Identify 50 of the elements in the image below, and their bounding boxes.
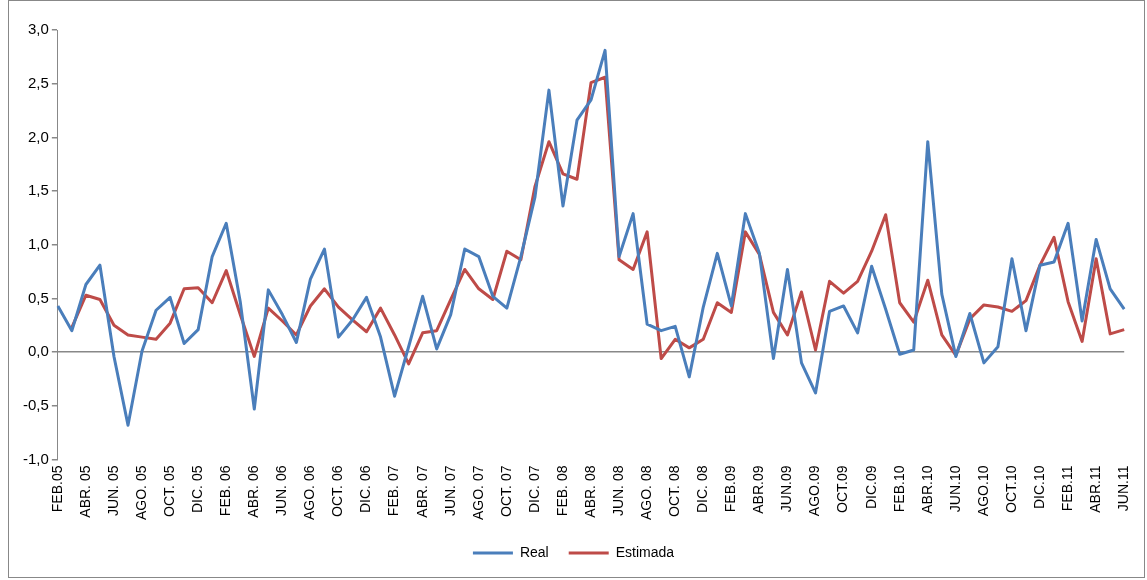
x-tick-label: ABR. 07 bbox=[413, 465, 430, 518]
x-tick-label: DIC.10 bbox=[1030, 465, 1047, 510]
y-tick-label: 0,0 bbox=[27, 342, 49, 360]
legend-label: Estimada bbox=[615, 543, 675, 560]
y-tick-label: 2,5 bbox=[27, 73, 49, 91]
x-tick-label: DIC. 05 bbox=[189, 465, 206, 513]
x-tick-label: FEB. 07 bbox=[385, 465, 402, 517]
x-tick-label: JUN. 07 bbox=[441, 465, 458, 517]
x-tick-label: OCT.09 bbox=[834, 465, 851, 513]
x-tick-label: ABR.11 bbox=[1087, 465, 1103, 513]
y-tick-label: -1,0 bbox=[22, 449, 49, 467]
x-tick-label: OCT. 08 bbox=[666, 465, 683, 517]
x-tick-label: FEB. 08 bbox=[553, 465, 570, 517]
x-tick-label: DIC. 07 bbox=[525, 465, 542, 513]
x-tick-label: ABR.09 bbox=[750, 465, 767, 514]
y-tick-label: 2,0 bbox=[27, 127, 49, 145]
x-tick-label: OCT. 06 bbox=[329, 465, 346, 517]
x-tick-label: FEB.05 bbox=[48, 465, 65, 513]
x-tick-label: DIC. 08 bbox=[694, 465, 711, 513]
y-tick-label: 1,0 bbox=[27, 234, 49, 252]
x-tick-label: DIC. 06 bbox=[357, 465, 374, 513]
x-tick-label: AGO. 07 bbox=[469, 465, 486, 520]
x-tick-label: ABR. 08 bbox=[581, 465, 598, 518]
legend-label: Real bbox=[519, 543, 549, 560]
x-tick-label: FEB.10 bbox=[890, 465, 907, 513]
x-tick-label: FEB.11 bbox=[1058, 465, 1075, 512]
x-tick-label: ABR. 06 bbox=[245, 465, 262, 518]
y-tick-label: 0,5 bbox=[27, 288, 49, 306]
x-tick-label: JUN.11 bbox=[1115, 465, 1132, 512]
x-tick-label: OCT. 07 bbox=[497, 465, 514, 517]
x-tick-label: ABR. 05 bbox=[76, 465, 93, 518]
x-tick-label: OCT.10 bbox=[1002, 465, 1019, 513]
x-tick-label: JUN.09 bbox=[778, 465, 795, 513]
x-tick-label: AGO.10 bbox=[974, 465, 991, 517]
y-tick-label: -0,5 bbox=[22, 395, 49, 413]
x-tick-label: FEB.09 bbox=[722, 465, 739, 513]
x-tick-label: AGO. 06 bbox=[301, 465, 318, 520]
x-tick-label: JUN.10 bbox=[946, 465, 963, 513]
x-tick-label: JUN. 06 bbox=[273, 465, 290, 517]
x-tick-label: ABR.10 bbox=[918, 465, 935, 514]
x-tick-label: AGO. 05 bbox=[132, 465, 149, 520]
x-tick-label: AGO. 08 bbox=[638, 465, 655, 520]
y-tick-label: 3,0 bbox=[27, 20, 49, 38]
x-tick-label: OCT. 05 bbox=[160, 465, 177, 517]
x-tick-label: DIC.09 bbox=[862, 465, 879, 510]
x-tick-label: JUN. 08 bbox=[609, 465, 626, 517]
x-tick-label: JUN. 05 bbox=[104, 465, 121, 517]
y-tick-label: 1,5 bbox=[27, 181, 49, 199]
x-tick-label: AGO.09 bbox=[806, 465, 823, 517]
x-tick-label: FEB. 06 bbox=[217, 465, 234, 517]
